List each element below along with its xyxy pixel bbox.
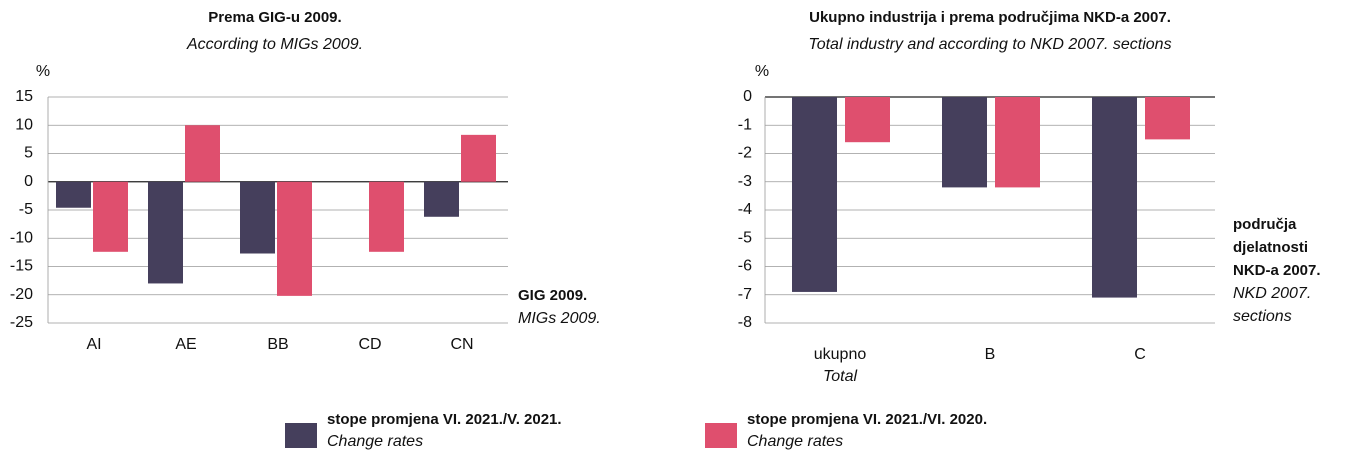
bar <box>277 181 312 296</box>
x-axis-label-en: MIGs 2009. <box>518 310 601 327</box>
x-axis-label: područja <box>1233 216 1297 233</box>
x-tick-label: ukupno <box>814 346 867 363</box>
bar <box>995 97 1040 188</box>
bar <box>942 97 987 188</box>
bar <box>240 181 275 254</box>
bar <box>792 97 837 292</box>
chart-title: Ukupno industrija i prema područjima NKD… <box>809 9 1171 26</box>
y-tick-label: -25 <box>10 314 33 331</box>
legend-label: stope promjena VI. 2021./V. 2021. <box>327 411 562 428</box>
bar <box>1145 97 1190 140</box>
y-tick-label: -5 <box>19 201 33 218</box>
bar <box>461 134 496 182</box>
y-tick-label: -10 <box>10 229 33 246</box>
legend-label-en: Change rates <box>327 433 423 450</box>
bar <box>424 181 459 217</box>
x-axis-label: djelatnosti <box>1233 239 1308 256</box>
bar <box>93 181 128 252</box>
x-axis-label: NKD-a 2007. <box>1233 262 1321 279</box>
y-tick-label: 15 <box>15 88 33 105</box>
x-tick-label: C <box>1134 346 1146 363</box>
y-tick-label: -2 <box>738 145 752 162</box>
x-tick-label: AI <box>86 336 101 353</box>
bar <box>185 125 220 182</box>
x-tick-label: BB <box>267 336 288 353</box>
y-axis-label: % <box>755 63 769 80</box>
chart-title: Prema GIG-u 2009. <box>208 9 341 26</box>
y-tick-label: -7 <box>738 286 752 303</box>
y-tick-label: -20 <box>10 286 33 303</box>
bar <box>148 181 183 284</box>
y-tick-label: 5 <box>24 145 33 162</box>
legend-label: stope promjena VI. 2021./VI. 2020. <box>747 411 987 428</box>
y-tick-label: -6 <box>738 258 752 275</box>
legend-swatch <box>285 423 317 448</box>
y-tick-label: 10 <box>15 116 33 133</box>
x-tick-label-en: Total <box>823 368 858 385</box>
y-tick-label: -15 <box>10 258 33 275</box>
y-tick-label: -4 <box>738 201 752 218</box>
chart-subtitle: Total industry and according to NKD 2007… <box>808 36 1171 53</box>
x-axis-label: GIG 2009. <box>518 287 587 304</box>
bar <box>1092 97 1137 298</box>
bar <box>56 181 91 208</box>
x-axis-label-en: sections <box>1233 308 1292 325</box>
legend-swatch <box>705 423 737 448</box>
chart-subtitle: According to MIGs 2009. <box>186 36 363 53</box>
y-tick-label: -1 <box>738 116 752 133</box>
y-axis-label: % <box>36 63 50 80</box>
y-tick-label: -5 <box>738 229 752 246</box>
x-tick-label: CD <box>358 336 381 353</box>
y-tick-label: -8 <box>738 314 752 331</box>
y-tick-label: 0 <box>24 173 33 190</box>
y-tick-label: -3 <box>738 173 752 190</box>
bar <box>845 97 890 143</box>
legend-label-en: Change rates <box>747 433 843 450</box>
x-axis-label-en: NKD 2007. <box>1233 285 1311 302</box>
x-tick-label: CN <box>450 336 473 353</box>
x-tick-label: AE <box>175 336 196 353</box>
x-tick-label: B <box>985 346 996 363</box>
y-tick-label: 0 <box>743 88 752 105</box>
bar <box>369 181 404 252</box>
